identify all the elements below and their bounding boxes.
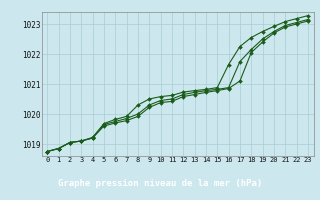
Text: Graphe pression niveau de la mer (hPa): Graphe pression niveau de la mer (hPa)	[58, 180, 262, 188]
